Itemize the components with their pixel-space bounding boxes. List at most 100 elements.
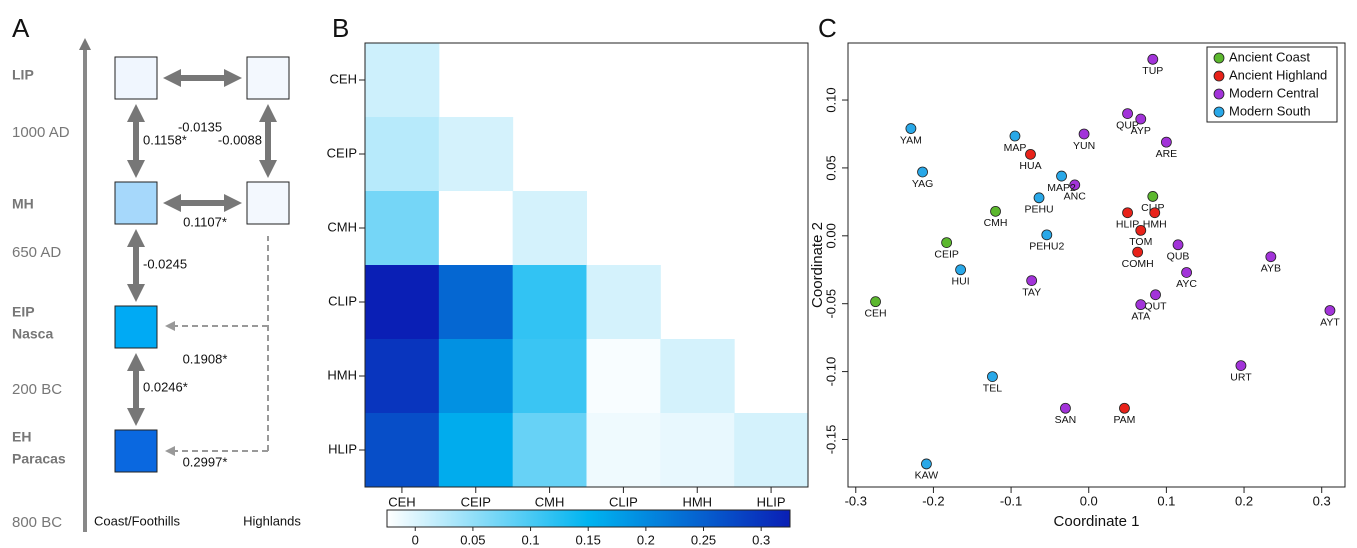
point	[941, 237, 953, 248]
point	[1025, 148, 1036, 160]
point	[1160, 136, 1172, 148]
x-tick-label: 0.1	[1157, 493, 1175, 508]
column-label: Coast/Foothills	[94, 513, 180, 528]
link-label: 0.1908*	[183, 351, 228, 366]
point	[1135, 224, 1147, 236]
point	[1324, 305, 1336, 316]
heat-cell	[438, 339, 514, 414]
point-label: AYC	[1176, 278, 1197, 290]
y-tick-label: -0.05	[823, 289, 838, 319]
point	[1149, 207, 1161, 219]
point-label: HUI	[952, 276, 970, 288]
point-label: CEH	[864, 307, 886, 319]
heat-cell	[365, 191, 440, 266]
y-tick-label: CEIP	[327, 145, 357, 160]
point	[1147, 191, 1159, 202]
y-tick-label: 0.05	[823, 155, 838, 180]
colorbar-tick-label: 0.3	[752, 532, 770, 547]
point	[990, 205, 1001, 217]
panel-a: A LIP MH EIP Nasca EH Paracas 1000 AD 65…	[12, 13, 301, 532]
point	[1119, 402, 1130, 414]
plot-frame	[847, 42, 1346, 488]
y-tick-label: CLIP	[328, 293, 357, 308]
period-box	[114, 429, 158, 473]
y-tick-label: CEH	[330, 71, 357, 86]
point-label: ATA	[1131, 310, 1150, 322]
legend-swatch	[1213, 70, 1225, 82]
point-label: ARE	[1156, 148, 1178, 160]
link-label: 0.0246*	[143, 379, 188, 394]
heat-cell	[365, 117, 440, 192]
heat-cell	[660, 413, 735, 488]
x-tick-label: 0.3	[1313, 493, 1331, 508]
period-box	[246, 181, 290, 225]
x-tick-label: -0.1	[1000, 493, 1022, 508]
point	[1060, 402, 1071, 414]
x-tick-label: -0.3	[845, 493, 867, 508]
point-label: TEL	[983, 382, 1002, 394]
point	[921, 458, 932, 470]
y-tick-label: -0.10	[823, 357, 838, 387]
x-axis-title: Coordinate 1	[1054, 513, 1140, 530]
heat-cell	[438, 413, 514, 488]
point-label: AYT	[1320, 316, 1340, 328]
date-label: 200 BC	[12, 381, 62, 398]
x-tick-label: HMH	[682, 494, 712, 509]
point	[917, 166, 928, 178]
plot-frame	[364, 42, 809, 488]
point	[1122, 108, 1133, 120]
point	[1172, 239, 1184, 251]
colorbar-tick-label: 0.2	[637, 532, 655, 547]
column-label: Highlands	[243, 513, 301, 528]
point-label: YAG	[912, 178, 933, 190]
point-label: YAM	[900, 134, 922, 146]
y-axis-title: Coordinate 2	[809, 222, 826, 308]
legend-label: Ancient Coast	[1229, 49, 1310, 64]
point	[1181, 267, 1192, 278]
point	[1069, 179, 1081, 191]
date-label: 1000 AD	[12, 124, 70, 141]
legend-swatch	[1213, 52, 1225, 64]
heat-cell	[438, 117, 514, 192]
y-tick-label: -0.15	[823, 425, 838, 455]
point-label: PAM	[1113, 414, 1135, 426]
point-label: SAN	[1055, 414, 1077, 426]
heat-cell	[365, 339, 440, 414]
period-label: MH	[12, 196, 34, 212]
colorbar-tick-label: 0.1	[522, 532, 540, 547]
point-label: PEHU2	[1029, 241, 1064, 253]
period-label: LIP	[12, 67, 34, 83]
legend-label: Ancient Highland	[1229, 67, 1327, 82]
point-label: ANC	[1064, 191, 1087, 203]
point	[1041, 229, 1053, 241]
colorbar-tick-label: 0.05	[460, 532, 485, 547]
heat-cell	[734, 413, 809, 488]
x-tick-label: 0.0	[1080, 493, 1098, 508]
arrows	[127, 69, 277, 426]
legend-swatch	[1213, 88, 1225, 100]
period-label: Nasca	[12, 326, 53, 342]
link-label: 0.1158*	[143, 132, 187, 147]
x-tick-label: CLIP	[609, 494, 638, 509]
period-box	[114, 181, 158, 225]
period-label: Paracas	[12, 451, 66, 467]
point	[1009, 130, 1021, 142]
point-label: HMH	[1143, 219, 1167, 231]
point	[987, 371, 998, 383]
point	[870, 296, 881, 308]
period-box	[246, 56, 290, 100]
x-tick-label: 0.2	[1235, 493, 1253, 508]
heat-cell	[512, 265, 587, 340]
point-label: HLIP	[1116, 219, 1139, 231]
period-label: EIP	[12, 304, 35, 320]
point	[905, 123, 917, 134]
point	[955, 264, 967, 276]
y-tick-label: HMH	[327, 367, 357, 382]
link-label: -0.0088	[218, 132, 262, 147]
colorbar	[386, 509, 791, 528]
point-label: MAP2	[1047, 182, 1076, 194]
heat-cell	[365, 43, 440, 118]
x-tick-label: HLIP	[757, 494, 786, 509]
point	[1056, 170, 1067, 182]
heat-cell	[586, 265, 661, 340]
